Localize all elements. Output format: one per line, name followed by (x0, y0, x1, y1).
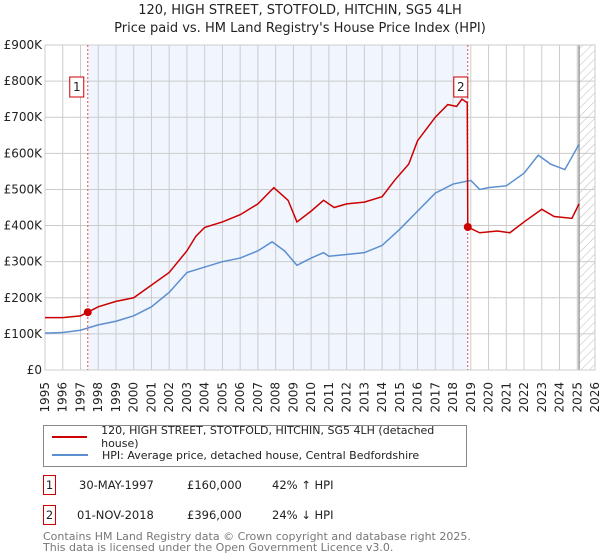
legend-item-hpi: HPI: Average price, detached house, Cent… (52, 447, 419, 463)
y-tick-label: £300K (4, 255, 44, 269)
x-tick-label: 2007 (251, 382, 265, 413)
legend-item-price: 120, HIGH STREET, STOTFOLD, HITCHIN, SG5… (52, 424, 466, 450)
x-tick-label: 2023 (535, 382, 549, 413)
legend: 120, HIGH STREET, STOTFOLD, HITCHIN, SG5… (43, 424, 467, 467)
x-tick-label: 2009 (286, 382, 300, 413)
sale-marker: 2 (43, 505, 56, 525)
x-tick-label: 2011 (322, 382, 336, 413)
chart-subtitle: Price paid vs. HM Land Registry's House … (114, 21, 486, 36)
y-tick-label: £100K (4, 327, 44, 341)
price-line (45, 98, 580, 319)
x-tick-label: 2016 (411, 382, 425, 413)
sale-marker: 1 (43, 475, 56, 495)
forecast-hatch (579, 45, 595, 370)
x-tick-label: 2004 (198, 382, 212, 413)
sale-price: £396,000 (187, 508, 242, 522)
x-tick-label: 1997 (73, 382, 87, 413)
x-tick-label: 2018 (446, 382, 460, 413)
x-tick-label: 2008 (269, 382, 283, 413)
x-tick-label: 2020 (482, 382, 496, 413)
legend-label: HPI: Average price, detached house, Cent… (102, 448, 420, 462)
footer: Contains HM Land Registry data © Crown c… (43, 531, 471, 553)
legend-swatch-blue (52, 454, 88, 456)
y-tick-label: £200K (4, 291, 44, 305)
sale-hpi: 42% ↑ HPI (272, 478, 334, 492)
chart-plot: 1995 1996 1997 1998 1999 2000 2001 2002 2003 2004… (4, 38, 600, 413)
x-tick-label: 2013 (357, 382, 371, 413)
ownership-shade (87, 45, 468, 370)
legend-label: 120, HIGH STREET, STOTFOLD, HITCHIN, SG5… (101, 424, 435, 450)
y-tick-label: £700K (4, 110, 44, 124)
x-tick-label: 2001 (144, 382, 158, 413)
plot-border (44, 44, 596, 371)
chart-title: 120, HIGH STREET, STOTFOLD, HITCHIN, SG5… (138, 3, 462, 18)
x-tick-label: 2017 (428, 382, 442, 413)
x-tick-label: 2014 (375, 382, 389, 413)
sale-marker-box (69, 76, 85, 98)
x-tick-label: 1999 (109, 382, 123, 413)
x-tick-label: 2025 (570, 382, 584, 413)
footer-line: This data is licensed under the Open Gov… (43, 541, 394, 554)
sale-date: 30-MAY-1997 (79, 478, 154, 492)
footer-line: Contains HM Land Registry data © Crown c… (43, 530, 471, 543)
x-tick-label: 1995 (38, 382, 52, 413)
x-tick-label: 2026 (588, 382, 600, 413)
x-tick-label: 2003 (180, 382, 194, 413)
x-tick-label: 2010 (304, 382, 318, 413)
x-tick-label: 2019 (464, 382, 478, 413)
x-tick-label: 2024 (553, 382, 567, 413)
y-tick-label: £500K (4, 182, 44, 196)
x-tick-label: 1996 (56, 382, 70, 413)
legend-swatch-red (52, 436, 88, 438)
y-tick-label: £0 (27, 363, 42, 377)
sale-marker-label: 1 (73, 80, 81, 94)
x-tick-label: 2005 (215, 382, 229, 413)
y-tick-label: £600K (4, 146, 44, 160)
sale-date: 01-NOV-2018 (77, 508, 154, 522)
x-tick-label: 2000 (127, 382, 141, 413)
sale-price: £160,000 (187, 478, 242, 492)
x-tick-label: 2012 (340, 382, 354, 413)
y-tick-label: £900K (4, 38, 44, 52)
sale-point (463, 223, 472, 231)
sale-hpi: 24% ↓ HPI (272, 508, 334, 522)
x-tick-label: 1998 (91, 382, 105, 413)
sale-marker-label: 2 (457, 80, 465, 94)
y-tick-label: £800K (4, 74, 44, 88)
hpi-line (44, 143, 580, 334)
y-tick-label: £400K (4, 219, 44, 233)
x-tick-label: 2002 (162, 382, 176, 413)
sale-marker-box (453, 76, 469, 98)
x-tick-label: 2021 (499, 382, 513, 413)
x-tick-label: 2015 (393, 382, 407, 413)
sale-point (83, 308, 92, 317)
x-tick-label: 2006 (233, 382, 247, 413)
x-tick-label: 2022 (517, 382, 531, 413)
